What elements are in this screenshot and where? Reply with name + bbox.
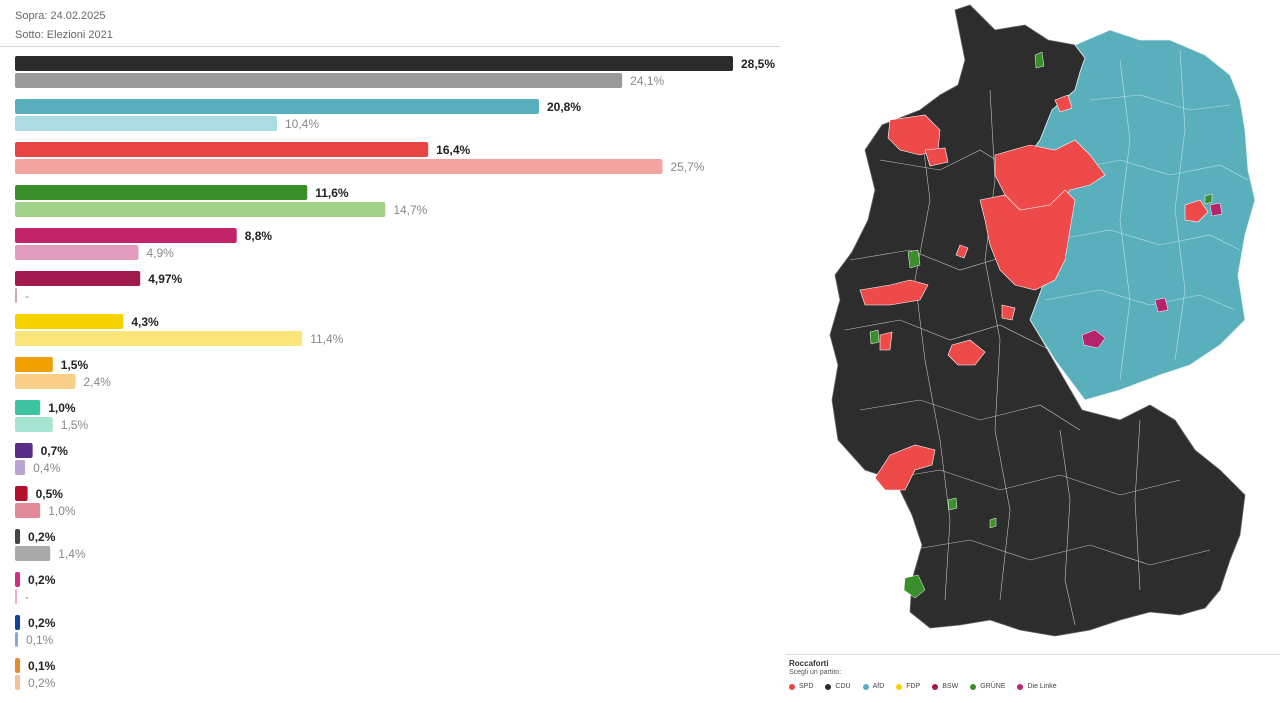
bar-label-previous: 11,4% <box>310 332 343 346</box>
legend-label: AfD <box>872 683 885 690</box>
bar-label-current: 20,8% <box>547 100 581 114</box>
legend-label: SPD <box>799 683 814 690</box>
bar-current[interactable] <box>15 658 20 673</box>
bar-label-previous: 2,4% <box>83 375 111 389</box>
legend-title: Roccaforti <box>789 659 829 668</box>
legend-dot <box>825 683 832 690</box>
bar-label-previous: 24,1% <box>630 74 664 88</box>
bar-previous[interactable] <box>15 675 21 690</box>
bar-label-current: 1,5% <box>61 358 89 372</box>
bar-previous[interactable] <box>15 116 278 131</box>
legend-item[interactable]: Die Linke <box>1017 683 1057 690</box>
bar-current[interactable] <box>15 228 237 243</box>
legend-item[interactable]: BSW <box>932 683 958 690</box>
bar-label-current: 0,7% <box>41 444 69 458</box>
legend-item[interactable]: FDP <box>896 683 920 690</box>
map-region-grune[interactable] <box>869 51 1213 599</box>
bar-label-current: 28,5% <box>741 57 775 71</box>
bar-current[interactable] <box>15 185 308 200</box>
bar-label-previous: - <box>25 289 29 303</box>
legend-dot <box>970 683 977 690</box>
legend-dot <box>862 683 869 690</box>
bar-label-previous: 25,7% <box>670 160 704 174</box>
bar-current[interactable] <box>15 443 33 458</box>
bar-label-previous: 0,1% <box>26 633 54 647</box>
bar-previous[interactable] <box>15 503 41 518</box>
bar-label-previous: 1,4% <box>58 547 86 561</box>
bar-label-current: 0,2% <box>28 573 56 587</box>
legend-dot <box>932 683 939 690</box>
bar-previous[interactable] <box>15 374 76 389</box>
bar-label-previous: 0,2% <box>28 676 56 690</box>
map-region-spd[interactable] <box>859 94 1209 491</box>
bar-label-current: 0,2% <box>28 530 56 544</box>
bar-chart: 28,5% 24,1% 20,8% 10,4% 16,4% 25,7% 11,6% 14,7%… <box>15 56 775 690</box>
bar-current[interactable] <box>15 142 429 157</box>
district-lines-east <box>1044 49 1249 381</box>
bar-previous[interactable] <box>15 632 18 647</box>
bar-previous[interactable] <box>15 331 303 346</box>
bar-previous[interactable] <box>15 589 17 604</box>
map-region-die-linke[interactable] <box>1081 202 1223 349</box>
bar-previous[interactable] <box>15 546 51 561</box>
legend-label: Die Linke <box>1027 683 1057 690</box>
bar-previous[interactable] <box>15 288 17 303</box>
bar-previous[interactable] <box>15 159 663 174</box>
legend-label: GRÜNE <box>980 683 1006 690</box>
legend-item[interactable]: CDU <box>825 683 851 690</box>
legend-subtitle: Scegli un partito: <box>789 669 842 676</box>
bar-current[interactable] <box>15 400 41 415</box>
bar-label-current: 16,4% <box>436 143 470 157</box>
legend-dot <box>789 683 795 690</box>
bar-label-current: 11,6% <box>315 186 349 200</box>
legend-item[interactable]: AfD <box>862 683 885 690</box>
legend-item[interactable]: SPD <box>789 683 813 690</box>
bar-previous[interactable] <box>15 417 53 432</box>
legend-label: BSW <box>942 683 959 690</box>
bar-current[interactable] <box>15 99 540 114</box>
bar-current[interactable] <box>15 56 733 71</box>
bar-previous[interactable] <box>15 245 139 260</box>
legend-items: SPD CDU AfD FDP BSW GRÜNE Die Linke <box>789 683 1057 690</box>
bar-label-current: 4,97% <box>148 272 182 286</box>
bar-label-previous: 10,4% <box>285 117 319 131</box>
legend-dot <box>1017 683 1024 690</box>
bar-label-previous: - <box>25 590 29 604</box>
bar-label-current: 0,1% <box>28 659 56 673</box>
legend-dot <box>896 683 903 690</box>
bar-label-previous: 0,4% <box>33 461 61 475</box>
bar-previous[interactable] <box>15 202 386 217</box>
bar-label-previous: 4,9% <box>146 246 174 260</box>
bar-current[interactable] <box>15 357 53 372</box>
legend-label: FDP <box>906 683 921 690</box>
header-line-current: Sopra: 24.02.2025 <box>15 10 106 22</box>
bar-label-current: 0,5% <box>36 487 64 501</box>
bar-current[interactable] <box>15 486 28 501</box>
bar-previous[interactable] <box>15 73 623 88</box>
map-region-afd[interactable] <box>1024 29 1256 401</box>
bar-current[interactable] <box>15 529 21 544</box>
header-line-previous: Sotto: Elezioni 2021 <box>15 29 113 41</box>
bar-current[interactable] <box>15 271 141 286</box>
bar-current[interactable] <box>15 615 21 630</box>
germany-map[interactable] <box>820 0 1280 650</box>
bar-label-previous: 1,5% <box>61 418 89 432</box>
bar-label-current: 1,0% <box>48 401 76 415</box>
bar-previous[interactable] <box>15 460 26 475</box>
bar-label-current: 0,2% <box>28 616 56 630</box>
legend-item[interactable]: GRÜNE <box>970 683 1005 690</box>
chart-header: Sopra: 24.02.2025 Sotto: Elezioni 2021 <box>0 0 780 47</box>
bar-label-previous: 1,0% <box>48 504 76 518</box>
bar-label-current: 4,3% <box>131 315 159 329</box>
legend-label: CDU <box>835 683 851 690</box>
map-legend: Roccaforti Scegli un partito: SPD CDU AfD F… <box>785 654 1280 703</box>
bar-label-current: 8,8% <box>245 229 273 243</box>
bar-current[interactable] <box>15 314 124 329</box>
bar-current[interactable] <box>15 572 21 587</box>
bar-label-previous: 14,7% <box>393 203 427 217</box>
